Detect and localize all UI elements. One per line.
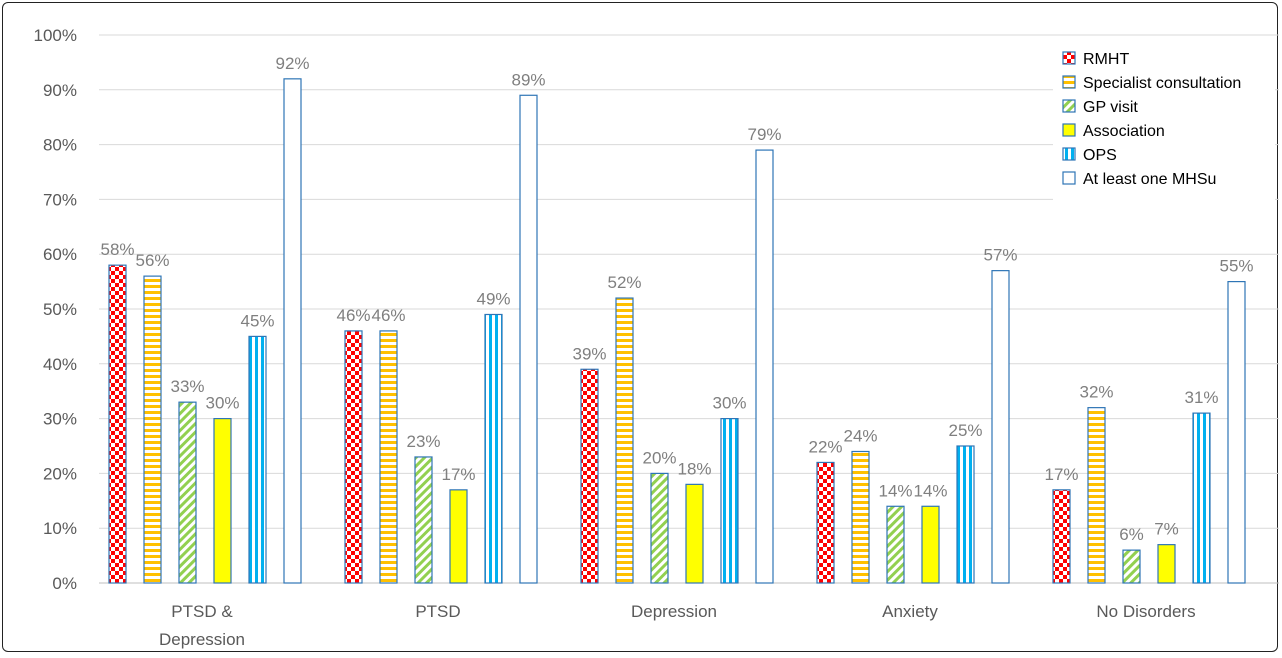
bar-gp-visit [1122,549,1141,584]
y-tick-label: 70% [43,190,77,209]
bar-rmht [1052,489,1071,584]
legend-swatch [1062,123,1076,137]
data-label: 17% [1044,465,1078,484]
legend-label: GP visit [1083,99,1138,116]
x-tick-label: Depression [631,602,717,621]
bar-at-least-one-mhsu [283,78,302,584]
y-tick-label: 40% [43,355,77,374]
data-label: 52% [607,273,641,292]
data-label: 49% [476,289,510,308]
bar-rmht [344,330,363,584]
legend-swatch [1062,51,1076,65]
bar-specialist-consultation [1087,407,1106,584]
bar-gp-visit [886,505,905,584]
bar-association [1157,544,1176,584]
data-label: 31% [1184,388,1218,407]
y-tick-label: 50% [43,300,77,319]
bar-ops [248,335,267,584]
data-label: 18% [677,459,711,478]
data-label: 7% [1154,520,1179,539]
bar-rmht [108,264,127,584]
data-label: 17% [441,465,475,484]
y-tick-label: 10% [43,519,77,538]
bar-ops [956,445,975,584]
legend-label: Specialist consultation [1083,75,1241,92]
bar-rmht [580,368,599,584]
legend: RMHT Specialist consultation GP visit Assoc… [1053,43,1275,213]
bar-rmht [816,461,835,584]
data-label: 22% [808,437,842,456]
legend-swatch [1062,171,1076,185]
bar-association [921,505,940,584]
data-label: 30% [712,394,746,413]
bar-ops [484,313,503,584]
data-label: 24% [843,426,877,445]
x-tick-label-cont: Depression [159,630,245,649]
bar-gp-visit [650,472,669,584]
data-label: 14% [913,481,947,500]
value-labels: 58%56%33%30%45%92%46% 46%23%17%49%89%39%5… [100,54,1253,544]
data-label: 6% [1119,525,1144,544]
data-label: 39% [572,344,606,363]
bar-specialist-consultation [851,450,870,584]
data-label: 89% [511,70,545,89]
data-label: 92% [275,54,309,73]
y-tick-label: 80% [43,136,77,155]
legend-label: At least one MHSu [1083,171,1216,188]
bar-ops [720,418,739,584]
data-label: 46% [336,306,370,325]
y-tick-label: 90% [43,81,77,100]
bar-at-least-one-mhsu [991,270,1010,584]
y-axis-tick-labels: 0% 10% 20% 30% 40% 50% 60% 70% 80% 90% 100% [34,26,77,593]
y-tick-label: 60% [43,245,77,264]
data-label: 58% [100,240,134,259]
data-label: 14% [878,481,912,500]
y-tick-label: 100% [34,26,77,45]
x-tick-label: PTSD & [171,602,233,621]
data-label: 20% [642,448,676,467]
data-label: 56% [135,251,169,270]
x-tick-label: PTSD [415,602,460,621]
data-label: 30% [205,394,239,413]
bar-association [685,483,704,584]
data-label: 79% [747,125,781,144]
bar-specialist-consultation [143,275,162,584]
bar-chart: 0% 10% 20% 30% 40% 50% 60% 70% 80% 90% 100% 58%56%… [34,26,1279,649]
bar-specialist-consultation [615,297,634,584]
bar-association [449,489,468,584]
data-label: 33% [170,377,204,396]
bar-specialist-consultation [379,330,398,584]
legend-swatch [1062,147,1076,161]
y-tick-label: 0% [52,574,77,593]
bar-at-least-one-mhsu [755,149,774,584]
legend-swatch [1062,99,1076,113]
y-tick-label: 30% [43,410,77,429]
data-label: 25% [948,421,982,440]
data-label: 45% [240,311,274,330]
legend-label: RMHT [1083,51,1129,68]
bars [108,78,1246,584]
bar-ops [1192,412,1211,584]
y-tick-label: 20% [43,464,77,483]
x-tick-label: No Disorders [1096,602,1195,621]
bar-association [213,418,232,584]
data-label: 57% [983,246,1017,265]
legend-label: Association [1083,123,1165,140]
data-label: 55% [1219,257,1253,276]
legend-label: OPS [1083,147,1117,164]
bar-at-least-one-mhsu [519,94,538,584]
bar-gp-visit [178,401,197,584]
data-label: 23% [406,432,440,451]
data-label: 32% [1079,383,1113,402]
bar-gp-visit [414,456,433,584]
data-label: 46% [371,306,405,325]
x-tick-label: Anxiety [882,602,938,621]
bar-at-least-one-mhsu [1227,281,1246,584]
legend-background [1053,43,1275,213]
legend-swatch [1062,75,1076,89]
